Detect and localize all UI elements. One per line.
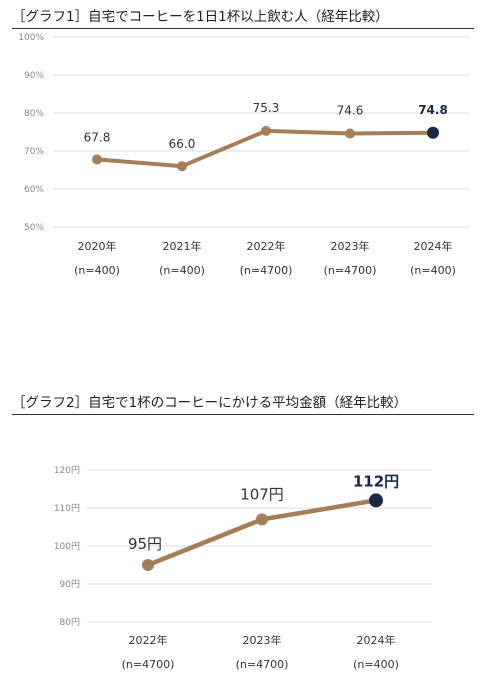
chart-1-sample-size-label: (n=400) <box>410 264 456 277</box>
chart-1-y-tick-label: 50% <box>24 223 44 233</box>
chart-1-y-tick-label: 80% <box>24 109 44 119</box>
chart-1-data-label: 74.6 <box>337 104 364 118</box>
chart-1-data-point <box>261 125 271 136</box>
chart-1-title: ［グラフ1］自宅でコーヒーを1日1杯以上飲む人（経年比較） <box>12 8 474 29</box>
chart-1-y-tick-label: 100% <box>18 33 44 43</box>
chart-1-data-point <box>177 161 187 172</box>
chart-1-data-point <box>92 154 102 165</box>
chart-1-x-tick-label: 2022年 <box>247 239 286 253</box>
chart-2-y-tick-label: 100円 <box>54 541 80 552</box>
chart-1-data-point <box>345 128 355 139</box>
chart-2-y-tick-label: 80円 <box>60 617 80 628</box>
chart-2-data-label: 107円 <box>240 485 284 503</box>
chart-2-y-tick-label: 120円 <box>54 465 80 476</box>
chart-1-sample-size-label: (n=400) <box>74 264 120 277</box>
chart-1-sample-size-label: (n=400) <box>159 264 205 277</box>
chart-1-x-tick-label: 2024年 <box>414 239 453 253</box>
chart-1-y-tick-label: 90% <box>24 71 44 81</box>
chart-1-y-tick-label: 70% <box>24 147 44 157</box>
chart-2-y-tick-label: 90円 <box>60 579 80 590</box>
chart-2-y-tick-label: 110円 <box>54 503 80 514</box>
chart-2-x-tick-label: 2023年 <box>243 633 282 647</box>
chart-1-data-label: 67.8 <box>84 130 111 144</box>
chart-2-highlight-point <box>369 493 383 508</box>
chart-2-data-point <box>142 559 154 571</box>
chart-1-highlight-point <box>427 126 439 139</box>
chart-2-x-tick-label: 2022年 <box>129 633 168 647</box>
chart-1-y-tick-label: 60% <box>24 185 44 195</box>
chart-1-x-tick-label: 2020年 <box>78 239 117 253</box>
chart-2-data-label: 95円 <box>128 535 162 553</box>
chart-2-sample-size-label: (n=4700) <box>122 658 175 671</box>
chart-1-sample-size-label: (n=4700) <box>240 264 293 277</box>
chart-2-sample-size-label: (n=400) <box>353 658 399 671</box>
chart-2-data-label: 112円 <box>353 472 399 490</box>
chart-1-x-tick-label: 2021年 <box>163 239 202 253</box>
chart-1-x-tick-label: 2023年 <box>331 239 370 253</box>
chart-1-series-line <box>95 128 435 169</box>
chart-2-x-tick-label: 2024年 <box>357 633 396 647</box>
chart-2-series-line <box>145 498 379 568</box>
chart-1-data-label: 75.3 <box>253 101 280 115</box>
chart-1-data-label: 66.0 <box>169 137 196 151</box>
chart-1-data-label: 74.8 <box>418 103 448 117</box>
chart-2-data-point <box>256 513 268 526</box>
chart-2-sample-size-label: (n=4700) <box>236 658 289 671</box>
chart-2-title: ［グラフ2］自宅で1杯のコーヒーにかける平均金額（経年比較） <box>12 394 474 415</box>
chart-1-sample-size-label: (n=4700) <box>324 264 377 277</box>
